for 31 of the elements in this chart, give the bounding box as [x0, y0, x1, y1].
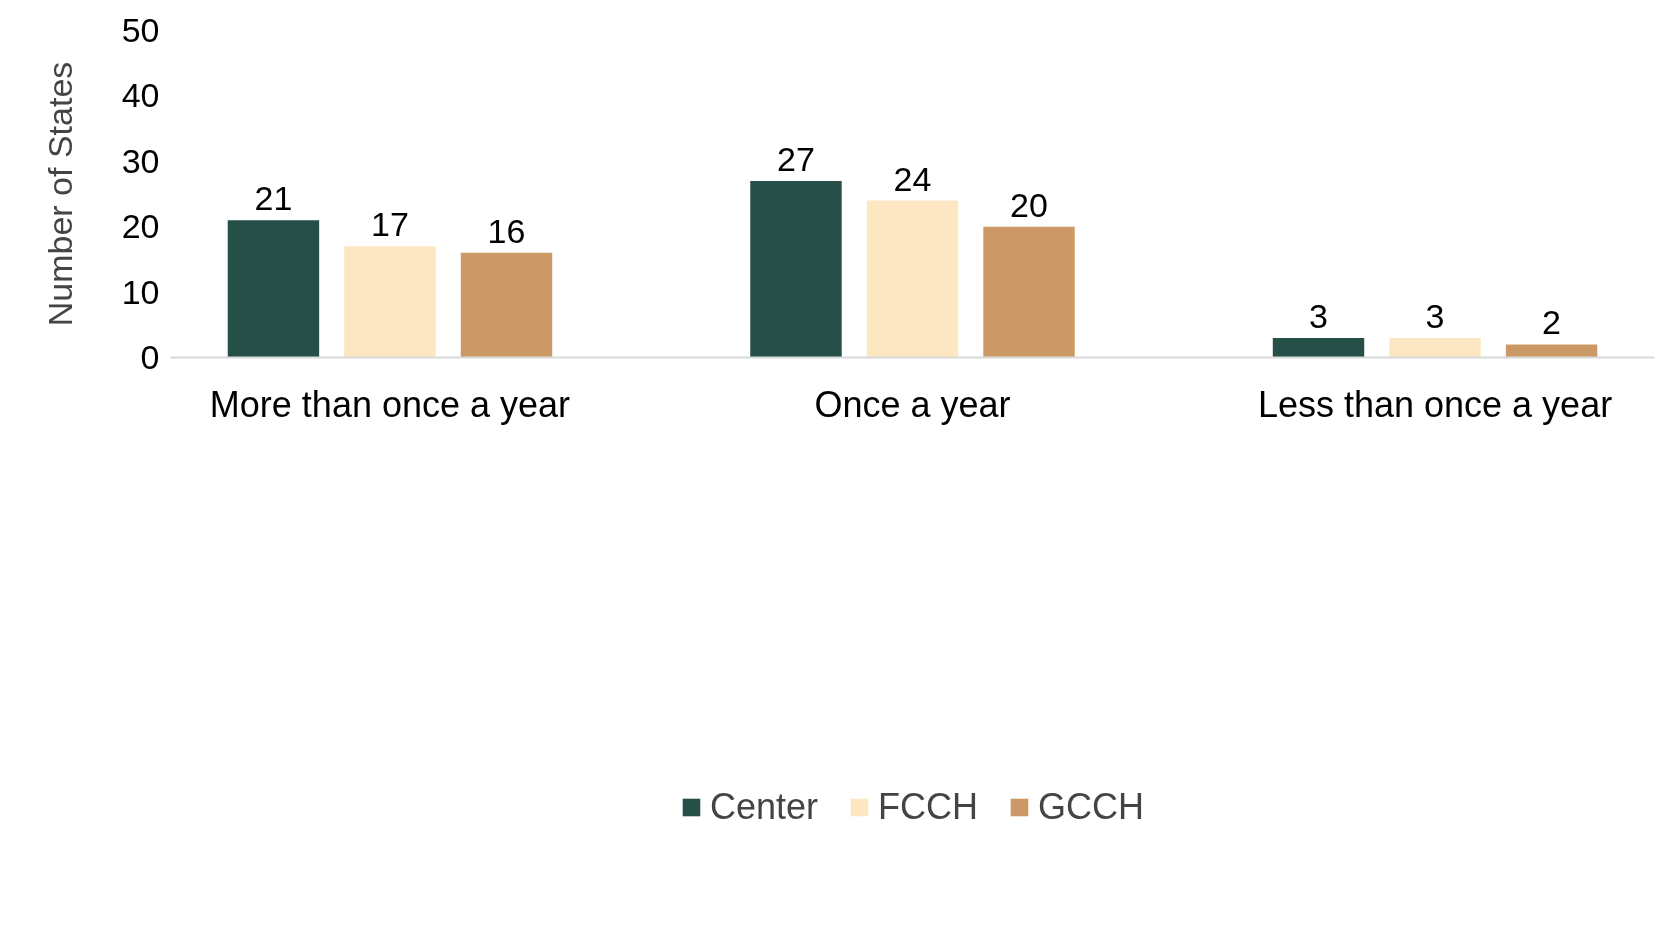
y-axis-title: Number of States	[40, 61, 79, 327]
y-tick-label: 30	[121, 141, 160, 180]
bar	[750, 180, 842, 358]
data-label: 24	[893, 159, 932, 198]
y-tick-label: 0	[140, 338, 160, 376]
data-label: 27	[777, 139, 815, 178]
y-tick-label: 10	[121, 272, 160, 311]
data-label: 21	[254, 179, 293, 218]
data-label: 3	[1309, 296, 1328, 335]
bar	[1389, 337, 1481, 358]
bar	[866, 200, 959, 358]
data-label: 2	[1542, 303, 1562, 342]
y-tick-label: 40	[121, 76, 160, 115]
bar	[1272, 337, 1365, 358]
bar	[460, 252, 553, 358]
bar	[344, 246, 436, 358]
data-label: 20	[1010, 185, 1048, 224]
data-label: 3	[1425, 296, 1445, 335]
legend-label: Center	[709, 785, 819, 828]
y-tick-label: 50	[121, 11, 160, 49]
legend-label: FCCH	[878, 785, 979, 828]
y-tick-label: 20	[121, 207, 160, 246]
bar	[227, 220, 320, 358]
data-label: 16	[487, 211, 526, 250]
x-tick-label: Less than once a year	[1257, 383, 1613, 425]
x-tick-label: Once a year	[814, 383, 1011, 425]
legend-label: GCCH	[1038, 785, 1145, 828]
bar	[983, 226, 1075, 358]
data-label: 17	[371, 205, 409, 244]
x-tick-label: More than once a year	[209, 383, 571, 425]
bar	[1505, 344, 1598, 358]
